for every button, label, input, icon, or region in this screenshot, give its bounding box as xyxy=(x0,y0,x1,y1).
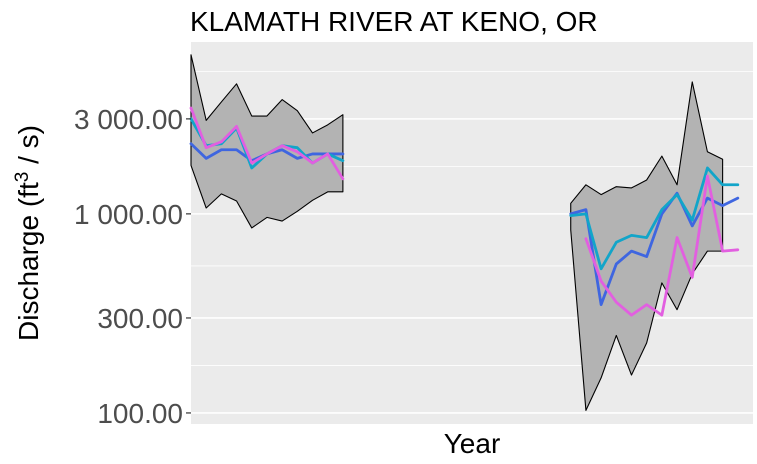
y-axis-label-tail: / s) xyxy=(13,125,44,172)
y-axis-label-main: Discharge (ft xyxy=(13,182,44,341)
y-tick-label: 300.00 xyxy=(97,303,183,334)
y-axis-label: Discharge (ft3 / s) xyxy=(12,125,44,341)
series-line-3 xyxy=(584,174,740,317)
y-tick-label: 3 000.00 xyxy=(74,104,183,135)
series-line-2 xyxy=(569,166,740,271)
series-layer xyxy=(189,106,740,317)
y-tick-label: 1 000.00 xyxy=(74,199,183,230)
y-axis-ticks: 100.00 300.00 1 000.00 3 000.00 xyxy=(74,104,191,429)
series-line-1 xyxy=(569,191,740,307)
chart-title: KLAMATH RIVER AT KENO, OR xyxy=(190,6,598,37)
x-axis-label: Year xyxy=(444,428,501,459)
ribbon-layer xyxy=(190,54,724,411)
y-tick-label: 100.00 xyxy=(97,398,183,429)
series-line-3 xyxy=(189,106,345,181)
y-axis-label-sup: 3 xyxy=(12,172,33,183)
range-ribbon xyxy=(190,54,344,229)
